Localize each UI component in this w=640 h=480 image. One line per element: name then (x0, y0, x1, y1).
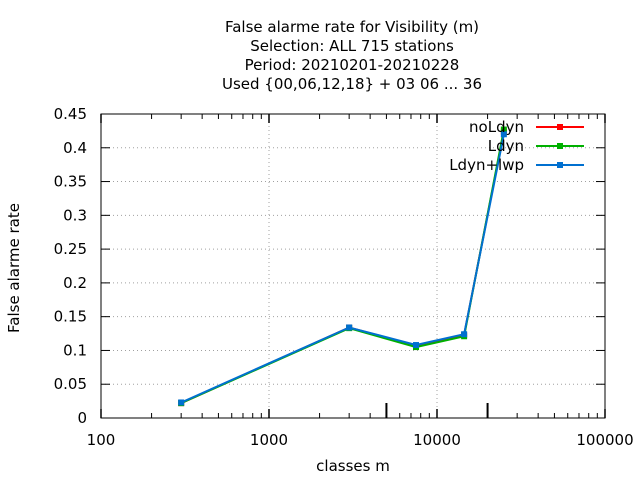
y-tick-label: 0.2 (63, 274, 87, 292)
x-tick-label: 100 (87, 431, 116, 449)
series-layer (178, 126, 507, 407)
data-point (500, 131, 507, 138)
legend-label: Ldyn+lwp (449, 156, 524, 174)
x-tick-labels: 100 1000 10000 100000 (87, 431, 634, 449)
series-Ldyn+lwp (178, 131, 507, 406)
y-tick-label: 0.3 (63, 206, 87, 224)
x-axis-label: classes m (316, 457, 390, 475)
legend-marker (557, 143, 563, 149)
plot-frame (100, 113, 606, 419)
series-line (180, 134, 505, 404)
data-point (500, 126, 507, 133)
legend-label: Ldyn (488, 137, 524, 155)
x-tick-label: 10000 (413, 431, 461, 449)
x-tick-label: 1000 (250, 431, 288, 449)
legend-marker (557, 124, 563, 130)
data-point (178, 399, 185, 406)
grid (101, 114, 605, 418)
data-point (413, 342, 420, 349)
y-axis-label: False alarme rate (5, 203, 23, 333)
legend-marker (557, 162, 563, 168)
title-line: Selection: ALL 715 stations (250, 37, 454, 55)
y-tick-label: 0.15 (54, 308, 87, 326)
y-tick-label: 0 (77, 409, 87, 427)
title-line: False alarme rate for Visibility (m) (225, 18, 479, 36)
y-tick-label: 0.4 (63, 139, 87, 157)
title-line: Used {00,06,12,18} + 03 06 ... 36 (222, 75, 482, 93)
data-point (461, 331, 468, 338)
legend-label: noLdyn (469, 118, 524, 136)
y-tick-label: 0.45 (54, 105, 87, 123)
y-tick-label: 0.25 (54, 240, 87, 258)
y-tick-label: 0.35 (54, 173, 87, 191)
y-tick-label: 0.1 (63, 341, 87, 359)
x-tick-label: 100000 (576, 431, 633, 449)
chart-title: False alarme rate for Visibility (m)Sele… (222, 18, 482, 93)
data-point (346, 324, 353, 331)
axis-ticks (100, 113, 606, 419)
y-tick-label: 0.05 (54, 375, 87, 393)
title-line: Period: 20210201-20210228 (245, 56, 460, 74)
y-tick-labels: 0 0.05 0.1 0.15 0.2 0.25 0.3 0.35 0.4 0.45 (54, 105, 87, 427)
